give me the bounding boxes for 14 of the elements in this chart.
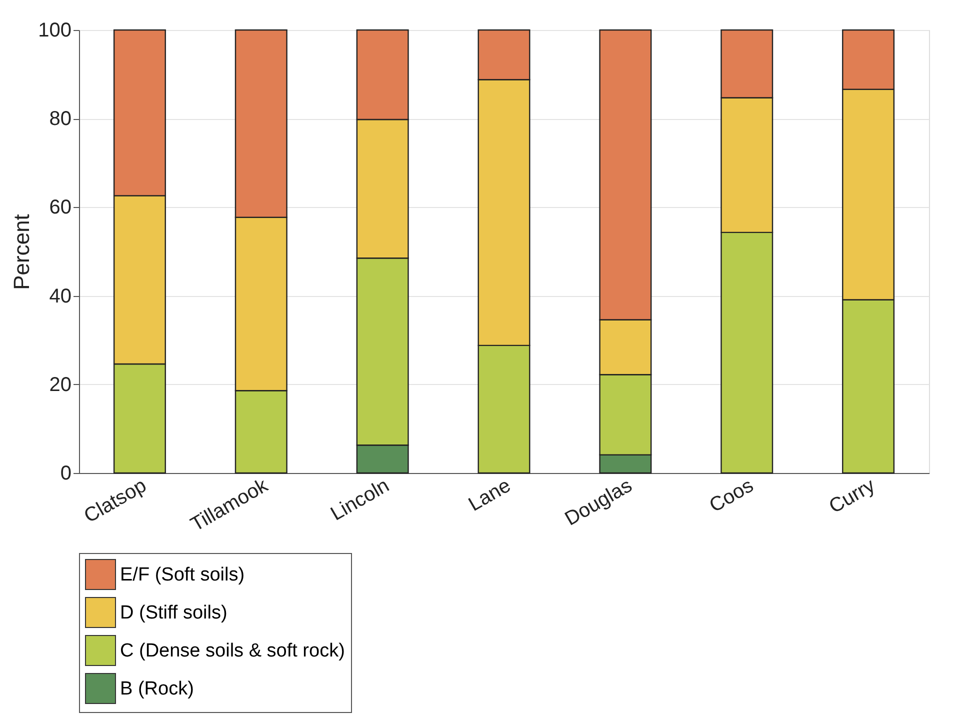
y-tick-label: 80: [49, 108, 72, 130]
legend-label: E/F (Soft soils): [120, 564, 245, 586]
y-tick-label: 20: [49, 374, 72, 396]
legend-label: B (Rock): [120, 678, 194, 700]
y-tick-label: 60: [49, 196, 72, 219]
y-axis-title: Percent: [9, 214, 34, 290]
legend-label: D (Stiff soils): [120, 602, 228, 624]
legend-label: C (Dense soils & soft rock): [120, 640, 345, 662]
x-tick-label: Coos: [706, 474, 758, 518]
y-tick-label: 40: [49, 285, 72, 308]
y-tick-label: 100: [38, 20, 72, 42]
y-tick-label: 0: [60, 462, 72, 484]
x-tick-label: Curry: [825, 474, 879, 518]
x-tick-label: Lane: [464, 474, 514, 516]
